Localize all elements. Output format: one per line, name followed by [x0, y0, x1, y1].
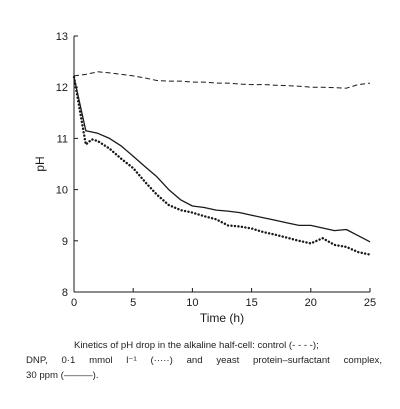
caption-line-2: DNP, 0·1 mmol l⁻¹ (·····) and yeast prot… [26, 355, 382, 366]
x-tick-label: 0 [71, 297, 77, 309]
figure-caption: Kinetics of pH drop in the alkaline half… [26, 338, 382, 383]
x-axis-title: Time (h) [200, 311, 244, 325]
x-tick-label: 10 [186, 297, 198, 309]
caption-line-3: 30 ppm (———). [26, 370, 99, 381]
caption-line-1: Kinetics of pH drop in the alkaline half… [74, 340, 319, 351]
ph-kinetics-chart: 8 9 10 11 12 13 0 5 10 15 20 25 pH Time (h) [33, 31, 376, 325]
x-tick-label: 5 [130, 297, 136, 309]
series-line-dotted [72, 75, 372, 256]
y-axis-title: pH [33, 156, 47, 171]
series-layer [72, 71, 372, 256]
y-tick-label: 10 [56, 185, 68, 197]
x-axis-ticks: 0 5 10 15 20 25 [71, 288, 376, 309]
y-tick-label: 12 [56, 82, 68, 94]
x-tick-label: 25 [364, 297, 376, 309]
x-tick-label: 20 [305, 297, 317, 309]
y-tick-label: 13 [56, 31, 68, 43]
x-tick-label: 15 [245, 297, 257, 309]
y-tick-label: 11 [57, 133, 68, 145]
series-line-solid [73, 76, 371, 243]
y-tick-label: 9 [62, 236, 68, 248]
series-line-dashed [73, 71, 371, 89]
y-axis-ticks: 8 9 10 11 12 13 [56, 31, 78, 299]
y-tick-label: 8 [62, 287, 68, 299]
